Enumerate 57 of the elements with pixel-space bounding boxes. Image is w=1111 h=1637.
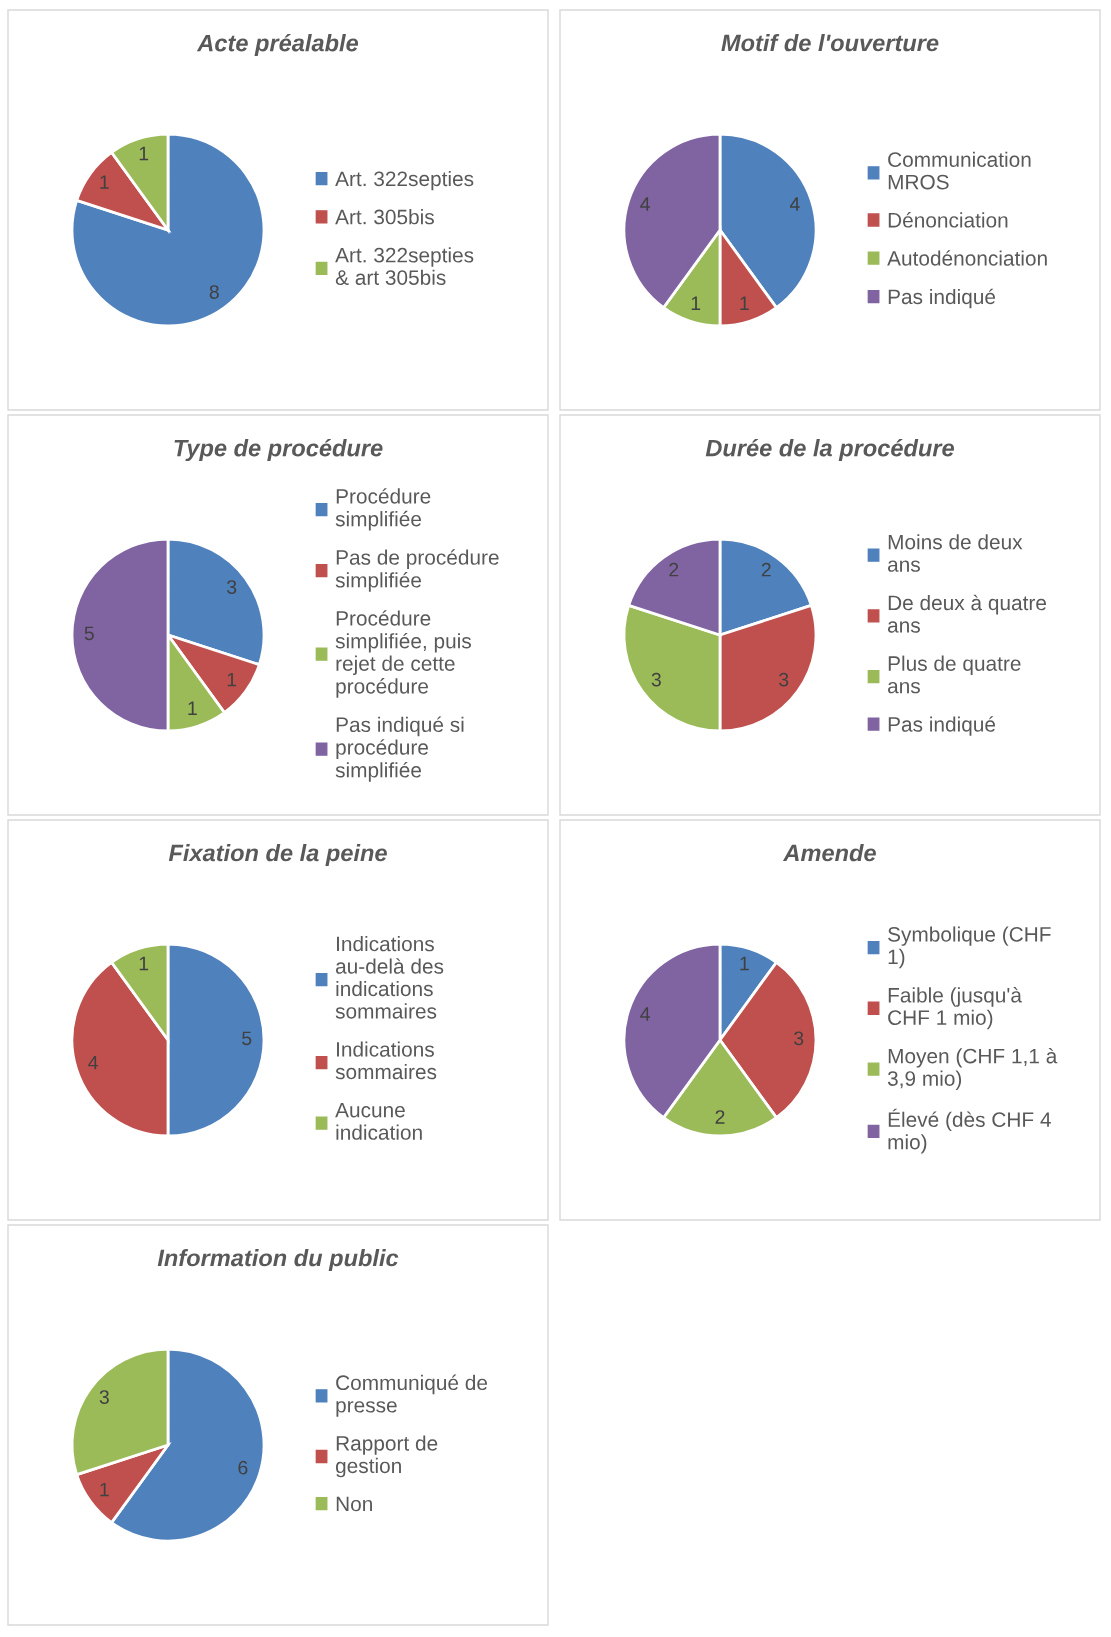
legend-label: Indications au-delà des indications sommaires <box>335 936 444 1019</box>
legend-label: Plus de quatre ans <box>887 655 1021 694</box>
data-label: 1 <box>188 701 197 715</box>
data-label: 3 <box>779 672 789 687</box>
legend-label: Autodénonciation <box>887 250 1047 266</box>
data-label: 4 <box>640 1007 650 1021</box>
chart-title: Motif de l'ouverture <box>721 34 939 52</box>
legend-label: Moyen (CHF 1,1 à 3,9 mio) <box>887 1047 1058 1090</box>
text: Type de procédure <box>174 438 383 462</box>
data-label: 1 <box>100 175 109 189</box>
data-label: 1 <box>740 956 749 971</box>
legend-label: Procédure simplifiée <box>335 488 431 531</box>
legend-label: Pas indiqué <box>888 288 996 309</box>
data-label: 3 <box>227 580 237 594</box>
legend-label: Non <box>336 1496 372 1512</box>
legend-label: Procédure simplifiée, puis rejet de cette procédure <box>335 610 471 698</box>
legend-label: Pas indiqué <box>888 716 996 736</box>
chart-title: Fixation de la peine <box>168 843 387 867</box>
data-label: 1 <box>227 672 237 687</box>
data-label: 8 <box>209 285 219 299</box>
legend-label: Pas de procédure simplifiée <box>335 549 499 592</box>
legend-label: Art. 305bis <box>335 209 434 225</box>
chart-title: Acte préalable <box>196 33 359 57</box>
legend-label: Rapport de gestion <box>335 1435 438 1478</box>
legend-label: Indications sommaires <box>335 1041 437 1080</box>
chart-title: Information du public <box>157 1248 399 1272</box>
data-label: 1 <box>740 296 749 310</box>
data-label: 3 <box>794 1031 804 1046</box>
legend-label: Moins de deux ans <box>887 534 1023 572</box>
legend-label: Faible (jusqu'à CHF 1 mio) <box>888 987 1022 1030</box>
legend-label: Dénonciation <box>888 212 1008 228</box>
data-label: 2 <box>761 562 771 577</box>
data-label: 1 <box>691 296 701 310</box>
legend-label: Communiqué de presse <box>336 1374 488 1417</box>
legend-label: Aucune indication <box>335 1102 422 1140</box>
data-label: 2 <box>669 562 679 577</box>
data-label: 2 <box>715 1110 725 1124</box>
legend-label: Art. 322septies & art 305bis <box>335 247 474 285</box>
legend-label: Communication MROS <box>888 151 1031 190</box>
data-label: 4 <box>88 1055 98 1070</box>
data-label: 1 <box>139 956 149 971</box>
data-label: 4 <box>640 197 650 211</box>
legend-label: Symbolique (CHF 1) <box>888 926 1051 969</box>
text: Amende <box>782 843 876 862</box>
data-label: 3 <box>651 672 661 687</box>
legend-label: Art. 322septies <box>335 170 474 191</box>
legend-label: Élevé (dès CHF 4 mio) <box>888 1108 1051 1154</box>
data-label: 3 <box>99 1390 109 1404</box>
chart-title: Durée de la procédure <box>705 438 955 462</box>
data-label: 1 <box>100 1482 109 1497</box>
data-label: 1 <box>139 146 149 161</box>
data-label: 5 <box>84 626 94 641</box>
legend-label: De deux à quatre ans <box>887 594 1047 633</box>
legend-label: Pas indiqué si procédure simplifiée <box>335 716 464 782</box>
data-label: 6 <box>238 1460 248 1475</box>
data-label: 4 <box>789 197 800 211</box>
data-label: 5 <box>242 1031 252 1046</box>
